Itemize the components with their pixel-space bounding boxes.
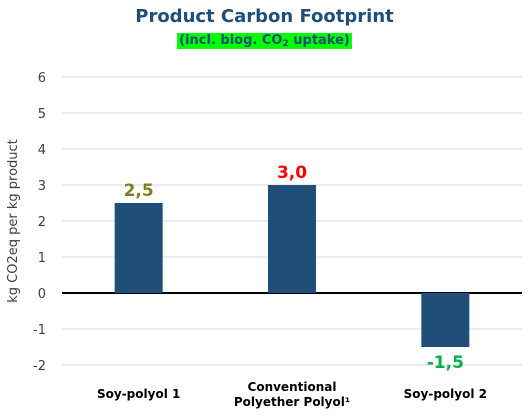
y-tick-label: 4: [38, 143, 46, 158]
y-tick-label: 0: [38, 287, 46, 302]
bar: [421, 293, 470, 347]
category-label: Conventional Polyether Polyol¹: [234, 380, 350, 409]
subtitle-suffix: uptake): [288, 33, 350, 48]
y-tick-labels: -2 -1 0 1 2 3 4 5 6: [33, 71, 46, 374]
y-tick-label: 3: [38, 179, 46, 194]
data-label: 3,0: [277, 163, 307, 183]
bar: [268, 185, 316, 293]
bar: [114, 203, 163, 293]
category-label-line: Soy-polyol 1: [97, 387, 180, 401]
category-labels: Soy-polyol 1 Conventional Polyether Polyol…: [97, 380, 487, 409]
y-axis-label: kg CO2eq per kg product: [6, 139, 21, 303]
chart-title: Product Carbon Footprint: [135, 6, 394, 27]
chart-subtitle: (incl. biog. CO2 uptake): [177, 33, 352, 49]
category-label: Soy-polyol 1: [97, 387, 180, 401]
category-label-line: Soy-polyol 2: [404, 387, 487, 401]
data-labels: 2,5 3,0 -1,5: [124, 163, 464, 373]
data-label: 2,5: [124, 181, 154, 201]
y-tick-label: 2: [38, 215, 46, 230]
category-label-line: Polyether Polyol¹: [234, 395, 350, 409]
chart-subtitle-wrap: (incl. biog. CO2 uptake): [0, 29, 529, 49]
y-tick-label: 5: [38, 107, 46, 122]
y-tick-label: -2: [33, 359, 46, 374]
subtitle-prefix: (incl. biog. CO: [179, 33, 283, 48]
y-tick-label: 1: [38, 251, 46, 266]
y-tick-label: -1: [33, 323, 46, 338]
bars: [114, 185, 470, 347]
category-label-line: Conventional: [248, 380, 337, 394]
category-label: Soy-polyol 2: [404, 387, 487, 401]
y-tick-label: 6: [38, 71, 46, 86]
data-label: -1,5: [427, 353, 464, 373]
subtitle-subscript: 2: [282, 39, 289, 49]
